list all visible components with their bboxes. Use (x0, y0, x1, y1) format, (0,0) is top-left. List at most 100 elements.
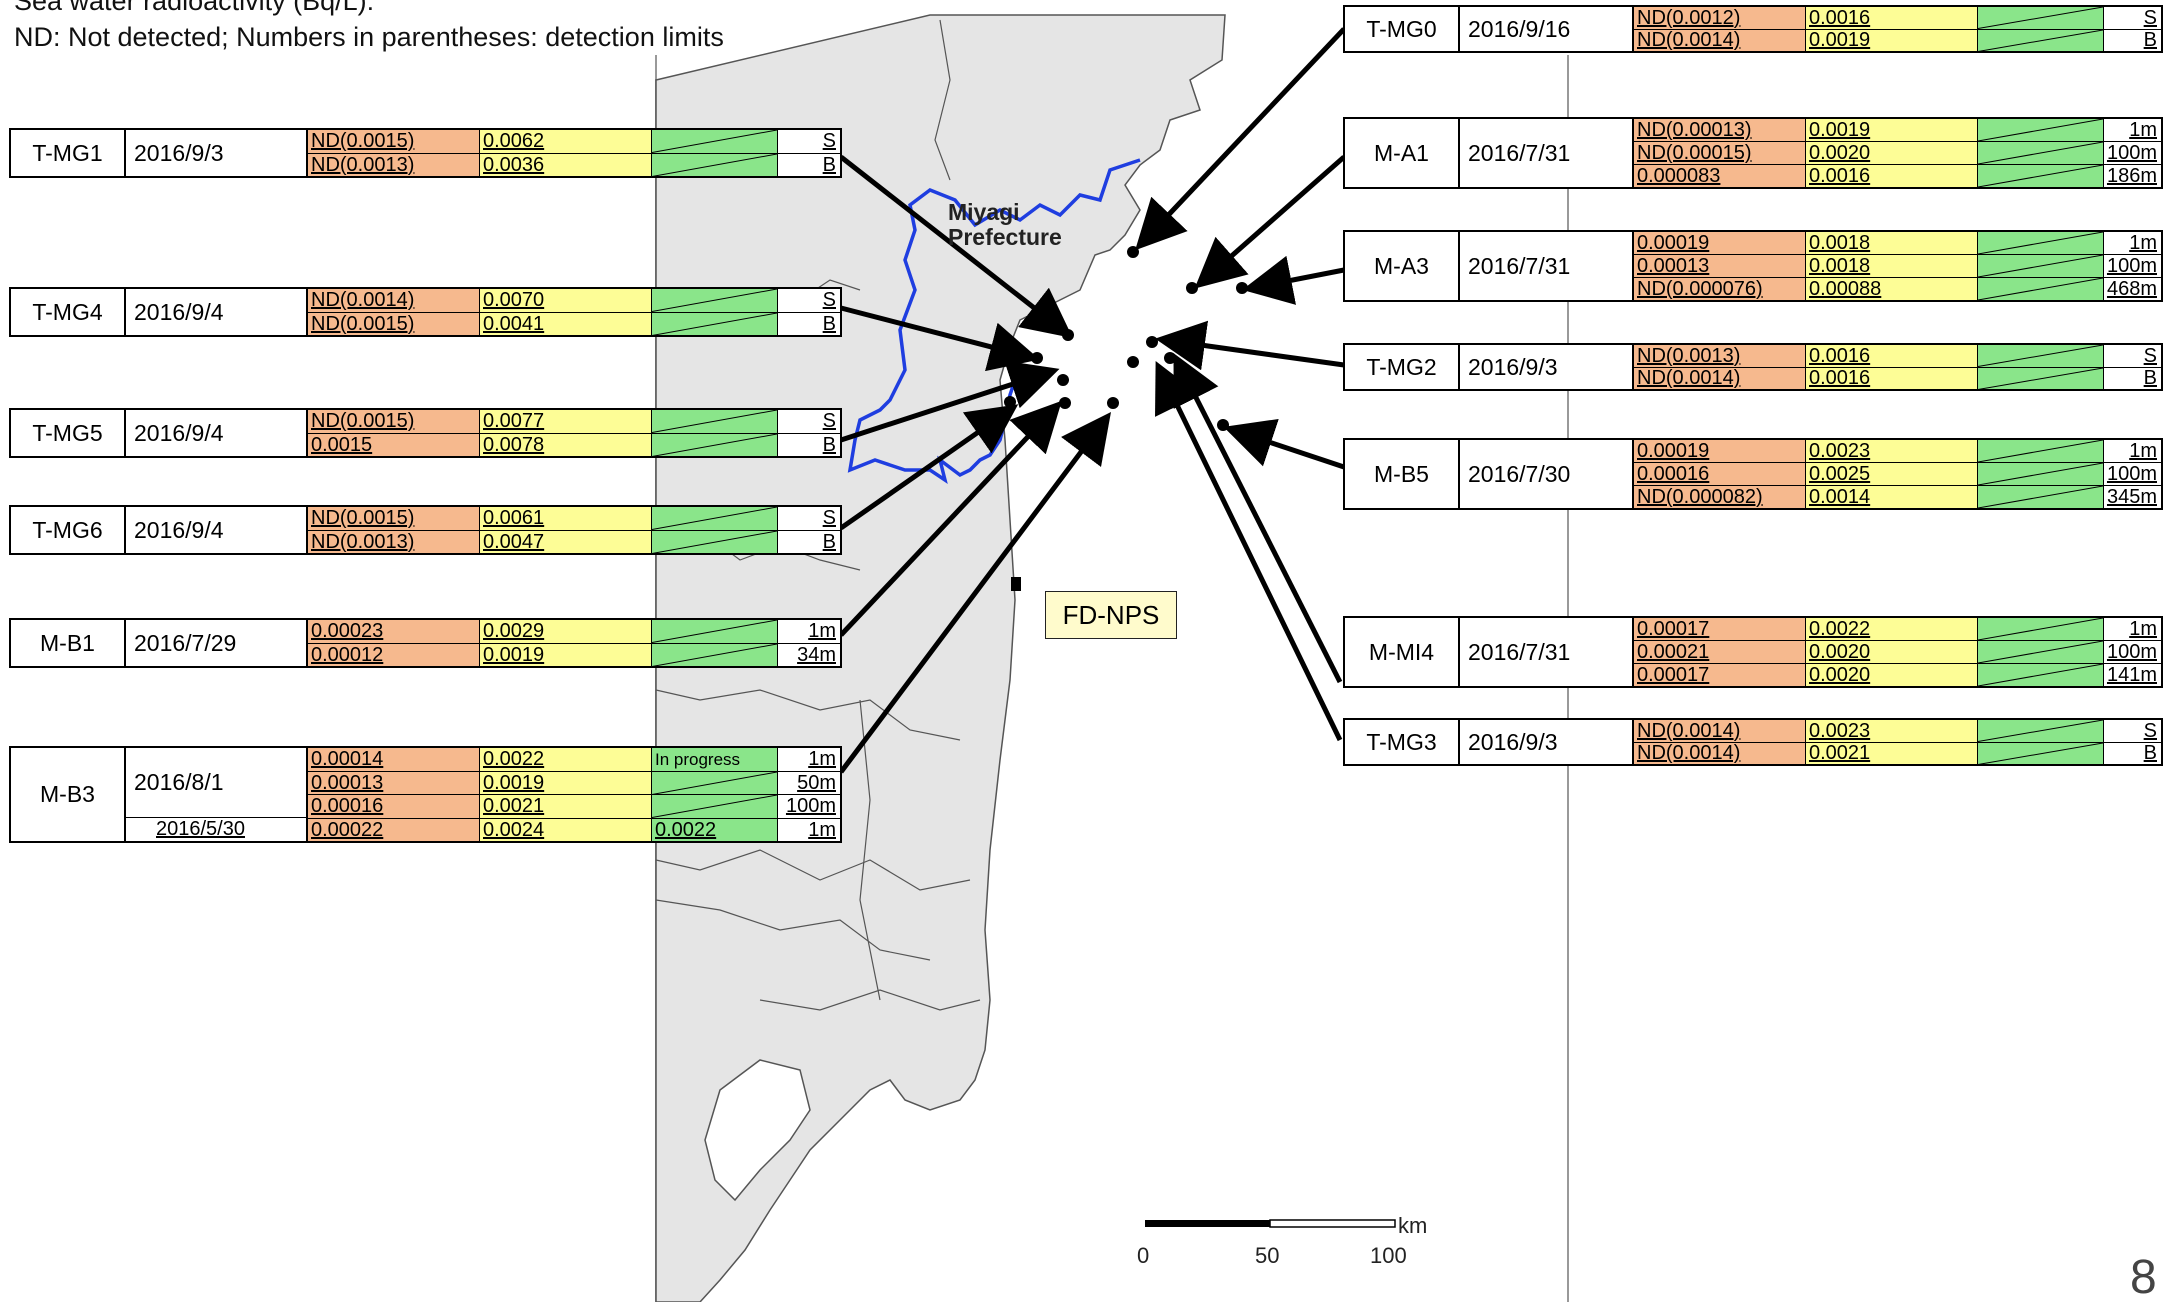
station-id: T-MG0 (1345, 7, 1460, 51)
depth-value: B (822, 153, 836, 176)
depth-value: 141m (2106, 664, 2157, 686)
sample-date: 2016/9/3 (1460, 720, 1634, 764)
h3-cell (652, 130, 778, 153)
cs134-value: ND(0.0013) (308, 530, 480, 553)
cs134-value: 0.00017 (1634, 618, 1806, 640)
depth-value: 1m (808, 818, 836, 841)
table-row: ND(0.0015) 0.0041 B (308, 312, 840, 335)
table-row: ND(0.0013) 0.0036 B (308, 153, 840, 176)
depth-value: S (2143, 345, 2157, 367)
cs134-value: ND(0.0013) (308, 153, 480, 176)
station-dot (1236, 282, 1248, 294)
depth-value: 100m (785, 795, 836, 818)
cs137-value: 0.0016 (1806, 367, 1978, 389)
cs137-value: 0.0020 (1806, 641, 1978, 663)
h3-cell (652, 795, 778, 818)
cs134-value: ND(0.0014) (1634, 29, 1806, 51)
header-line-2: ND: Not detected; Numbers in parentheses… (14, 22, 724, 52)
depth-value: S (822, 289, 836, 312)
page-number: 8 (2130, 1251, 2157, 1304)
header-line-1: Sea water radioactivity (Bq/L): (14, 0, 375, 16)
cs134-value: 0.00019 (1634, 232, 1806, 254)
cs137-value: 0.0077 (480, 410, 652, 433)
depth-value: B (2143, 29, 2157, 51)
station-id: M-B3 (11, 748, 126, 841)
depth-value: 1m (2129, 618, 2157, 640)
table-row: ND(0.0014) 0.0019 B (1634, 29, 2161, 51)
h3-cell (1978, 486, 2104, 508)
cs137-value: 0.0021 (480, 795, 652, 818)
miyagi-border (847, 158, 1141, 484)
station-dot (1127, 246, 1139, 258)
cs137-value: 0.0070 (480, 289, 652, 312)
station-dot (1186, 282, 1198, 294)
station-id: T-MG6 (11, 507, 126, 553)
cs134-value: ND(0.0014) (1634, 367, 1806, 389)
station-dot (1004, 396, 1016, 408)
sample-date: 2016/8/1 (126, 748, 308, 818)
sample-date: 2016/9/4 (126, 410, 308, 456)
sample-date: 2016/7/29 (126, 620, 308, 666)
table-row: ND(0.0014) 0.0070 S (308, 289, 840, 313)
depth-value: S (822, 410, 836, 433)
cs134-value: ND(0.000076) (1634, 278, 1806, 300)
table-row: 0.0015 0.0078 B (308, 433, 840, 456)
cs137-value: 0.0061 (480, 507, 652, 530)
station-id: M-B1 (11, 620, 126, 666)
cs134-value: ND(0.00013) (1634, 119, 1806, 141)
h3-value: 0.0022 (652, 818, 778, 841)
sample-date: 2016/9/3 (126, 130, 308, 176)
cs134-value: ND(0.0012) (1634, 7, 1806, 29)
sample-date: 2016/9/16 (1460, 7, 1634, 51)
depth-value: B (2143, 742, 2157, 764)
sample-date: 2016/7/31 (1460, 618, 1634, 686)
station-id: T-MG2 (1345, 345, 1460, 389)
station-dot (1057, 374, 1069, 386)
sample-date: 2016/7/31 (1460, 232, 1634, 300)
h3-cell (652, 620, 778, 643)
h3-cell (1978, 664, 2104, 686)
table-row: 0.00017 0.0022 1m (1634, 618, 2161, 641)
cs137-value: 0.0023 (1806, 720, 1978, 742)
station-table: T-MG1 2016/9/3 ND(0.0015) 0.0062 S ND(0.00… (9, 128, 842, 178)
cs137-value: 0.0014 (1806, 486, 1978, 508)
h3-cell (652, 153, 778, 176)
table-row: ND(0.0015) 0.0061 S (308, 507, 840, 531)
table-row: ND(0.0013) 0.0047 B (308, 530, 840, 553)
table-row: ND(0.0012) 0.0016 S (1634, 7, 2161, 30)
station-id: T-MG1 (11, 130, 126, 176)
bay-area (704, 1059, 811, 1202)
h3-cell (1978, 720, 2104, 742)
cs137-value: 0.0036 (480, 153, 652, 176)
table-row: 0.00023 0.0029 1m (308, 620, 840, 644)
cs137-value: 0.0023 (1806, 440, 1978, 462)
scale-unit: km (1398, 1213, 1428, 1238)
cs137-value: 0.0024 (480, 818, 652, 841)
depth-value: S (2143, 7, 2157, 29)
h3-cell (1978, 278, 2104, 300)
depth-value: 100m (2106, 255, 2157, 277)
h3-cell (652, 410, 778, 433)
table-row: ND(0.00013) 0.0019 1m (1634, 119, 2161, 142)
sample-date: 2016/7/30 (1460, 440, 1634, 508)
fdnps-marker (1011, 577, 1021, 591)
cs134-value: 0.00021 (1634, 641, 1806, 663)
cs134-value: 0.00016 (308, 795, 480, 818)
cs134-value: ND(0.0013) (1634, 345, 1806, 367)
h3-cell (1978, 7, 2104, 29)
depth-value: S (822, 130, 836, 153)
h3-cell (1978, 165, 2104, 187)
h3-cell (1978, 742, 2104, 764)
depth-value: B (822, 312, 836, 335)
station-dot (1031, 352, 1043, 364)
depth-value: 100m (2106, 463, 2157, 485)
station-table: M-B1 2016/7/29 0.00023 0.0029 1m 0.00012 0.… (9, 618, 842, 668)
cs137-value: 0.0047 (480, 530, 652, 553)
cs134-value: 0.00023 (308, 620, 480, 643)
cs134-value: ND(0.000082) (1634, 486, 1806, 508)
cs137-value: 0.0016 (1806, 345, 1978, 367)
depth-value: 1m (808, 748, 836, 771)
cs137-value: 0.0018 (1806, 255, 1978, 277)
station-dot (1217, 419, 1229, 431)
station-id: M-B5 (1345, 440, 1460, 508)
